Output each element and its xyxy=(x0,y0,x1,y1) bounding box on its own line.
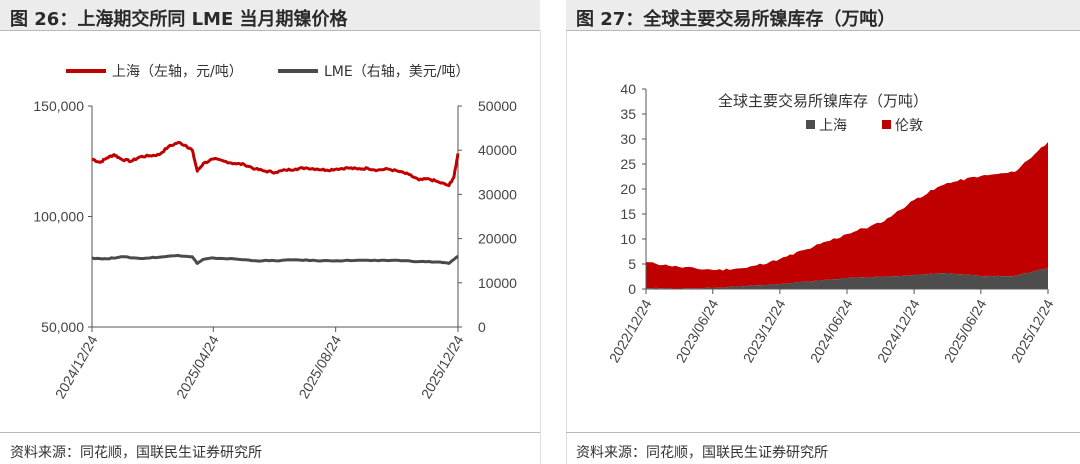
y-right-tick-label: 20000 xyxy=(478,231,517,247)
right-figure-footer: 资料来源：同花顺，国联民生证券研究所 xyxy=(566,432,1080,464)
legend-label-shanghai: 上海 xyxy=(819,118,847,134)
y-left-tick-label: 150,000 xyxy=(33,98,84,114)
left-panel-border xyxy=(540,31,541,464)
x-tick-label: 2025/12/24 xyxy=(1008,296,1057,365)
y-right-tick-label: 30000 xyxy=(478,186,517,202)
left-figure-header: 图 26：上海期交所同 LME 当月期镍价格 xyxy=(0,0,540,31)
y-left-tick-label: 50,000 xyxy=(41,319,84,335)
inner-chart-title: 全球主要交易所镍库存（万吨） xyxy=(718,92,928,110)
x-tick-label: 2025/04/24 xyxy=(173,332,222,401)
series-line-shanghai xyxy=(91,141,460,188)
left-figure-source: 资料来源：同花顺，国联民生证券研究所 xyxy=(10,445,262,461)
y-tick-label: 20 xyxy=(620,181,636,197)
right-figure-source: 资料来源：同花顺，国联民生证券研究所 xyxy=(576,445,828,461)
legend-label-london: 伦敦 xyxy=(895,118,923,134)
y-right-tick-label: 0 xyxy=(478,319,486,335)
left-figure-title: 图 26：上海期交所同 LME 当月期镍价格 xyxy=(10,9,348,30)
y-right-tick-label: 40000 xyxy=(478,142,517,158)
right-figure-panel: 图 27：全球主要交易所镍库存（万吨） 全球主要交易所镍库存（万吨） 上海 伦敦 40… xyxy=(566,0,1080,464)
left-figure-footer: 资料来源：同花顺，国联民生证券研究所 xyxy=(0,432,540,464)
right-chart-svg: 全球主要交易所镍库存（万吨） 上海 伦敦 40 35 30 25 20 15 10 5 02022/1… xyxy=(606,81,1057,365)
y-right-tick-label: 10000 xyxy=(478,275,517,291)
y-right-tick-label: 50000 xyxy=(478,98,517,114)
x-tick-label: 2023/12/24 xyxy=(740,296,789,365)
area-shanghai xyxy=(646,268,1048,289)
x-tick-label: 2025/06/24 xyxy=(941,296,990,365)
x-tick-label: 2025/08/24 xyxy=(295,332,344,401)
x-tick-label: 2023/06/24 xyxy=(672,296,721,365)
area-london xyxy=(646,142,1048,289)
x-tick-label: 2025/12/24 xyxy=(418,332,467,401)
legend-label-0: 上海（左轴，元/吨） xyxy=(112,64,243,80)
right-figure-title: 图 27：全球主要交易所镍库存（万吨） xyxy=(576,9,896,30)
x-tick-label: 2024/12/24 xyxy=(52,332,101,401)
y-tick-label: 15 xyxy=(620,206,636,222)
legend-swatch-london xyxy=(882,120,891,129)
panel-gap xyxy=(540,0,566,464)
x-tick-label: 2024/06/24 xyxy=(807,296,856,365)
series-line-lme xyxy=(91,253,459,265)
y-tick-label: 25 xyxy=(620,156,636,172)
right-panel-border xyxy=(566,31,567,464)
legend-swatch-shanghai xyxy=(806,120,815,129)
right-chart: 全球主要交易所镍库存（万吨） 上海 伦敦 40 35 30 25 20 15 10 5 0 2022/1… xyxy=(566,32,1080,431)
y-left-tick-label: 100,000 xyxy=(33,209,84,225)
y-tick-label: 0 xyxy=(628,281,636,297)
y-tick-label: 35 xyxy=(620,106,636,122)
left-chart-svg: 上海（左轴，元/吨） LME（右轴，美元/吨） 150,000 100,000 50,0… xyxy=(33,64,517,401)
x-tick-label: 2022/12/24 xyxy=(606,296,655,365)
x-tick-label: 2024/12/24 xyxy=(874,296,923,365)
left-chart: 上海（左轴，元/吨） LME（右轴，美元/吨） 150,000 100,000 50,0… xyxy=(0,32,540,431)
left-figure-panel: 图 26：上海期交所同 LME 当月期镍价格 上海（左轴，元/吨） LME（右轴，… xyxy=(0,0,540,464)
y-tick-label: 5 xyxy=(628,256,636,272)
y-tick-label: 30 xyxy=(620,131,636,147)
right-figure-header: 图 27：全球主要交易所镍库存（万吨） xyxy=(566,0,1080,31)
legend-label-1: LME（右轴，美元/吨） xyxy=(324,64,469,80)
y-tick-label: 10 xyxy=(620,231,636,247)
y-tick-label: 40 xyxy=(620,81,636,97)
